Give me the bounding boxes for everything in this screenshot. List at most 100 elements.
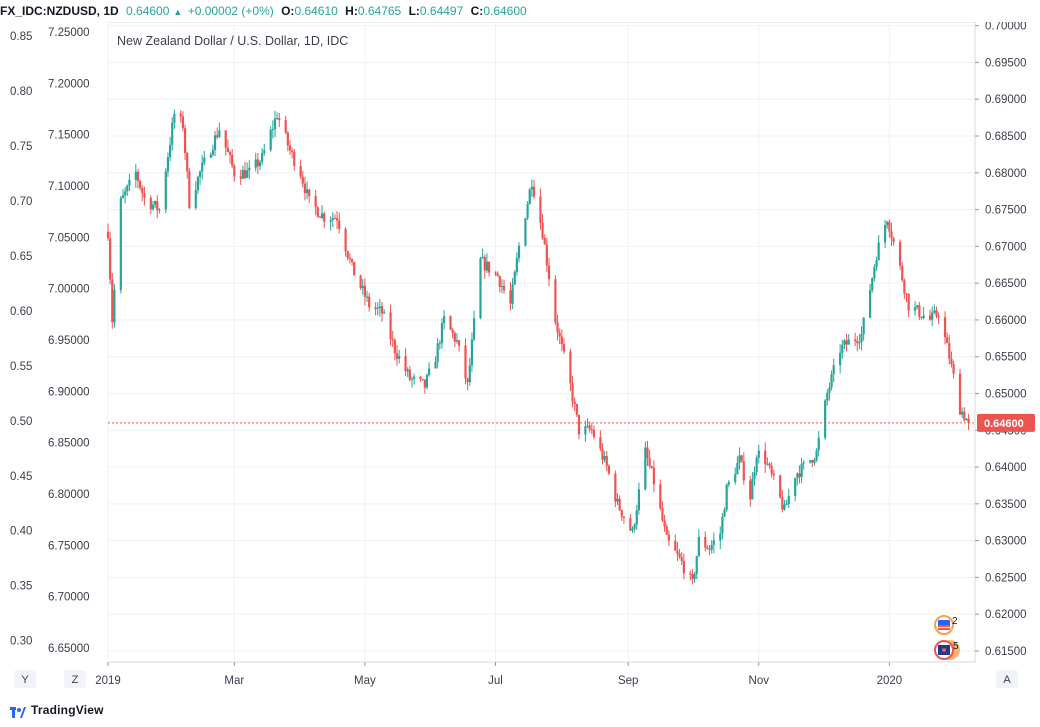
candles <box>106 109 970 585</box>
candle-body <box>203 157 206 163</box>
right-tick-label: 0.64000 <box>985 462 1027 474</box>
right-price-axis[interactable]: 0.70000 0.69500 0.69000 0.68500 0.68000 0.675… <box>975 22 1027 658</box>
price-change: +0.00002 (+0%) <box>187 4 274 18</box>
candle-body <box>877 242 880 261</box>
candle-body <box>847 339 850 345</box>
tradingview-brand[interactable]: TradingView <box>31 703 104 717</box>
candle-body <box>188 171 191 208</box>
candle-body <box>449 316 452 330</box>
candle-body <box>943 317 947 338</box>
right-tick-label: 0.66000 <box>985 315 1027 327</box>
symbol-header: FX_IDC:NZDUSD, 1D 0.64600 ▲ +0.00002 (+0%… <box>0 0 1040 22</box>
candle-body <box>734 474 737 483</box>
right-tick-label: 0.68000 <box>985 168 1027 180</box>
symbol-name[interactable]: FX_IDC:NZDUSD, 1D <box>0 4 119 18</box>
y-axis-button[interactable]: Y <box>14 670 36 688</box>
candle-body <box>451 329 454 334</box>
z-axis-button[interactable]: Z <box>64 670 86 688</box>
candle-body <box>562 344 566 352</box>
svg-text:A: A <box>1003 674 1011 686</box>
candle-body <box>749 480 752 500</box>
candle-body <box>301 176 304 184</box>
candle-body <box>697 536 700 557</box>
candle-body <box>901 265 904 281</box>
candle-body <box>428 368 431 375</box>
left-axis-2-tick-label: 7.05000 <box>48 232 90 244</box>
candle-body <box>398 355 401 359</box>
left-axis-1-tick-label: 0.35 <box>10 581 32 593</box>
economic-events[interactable]: 2 5 <box>934 615 960 660</box>
candle-body <box>755 457 758 473</box>
candle-body <box>457 340 461 346</box>
candle-body <box>770 465 773 474</box>
candle-body <box>913 307 917 311</box>
candle-body <box>419 376 422 380</box>
candle-body <box>764 450 767 465</box>
left-axis-1-tick-label: 0.45 <box>10 471 32 483</box>
tradingview-logo-icon[interactable] <box>10 705 26 719</box>
auto-scale-button[interactable]: A <box>996 670 1018 688</box>
open-value: 0.64610 <box>294 4 338 18</box>
candle-body <box>338 220 341 229</box>
candle-body <box>464 345 467 379</box>
candle-body <box>952 363 955 374</box>
footer: TradingView <box>0 697 1040 727</box>
candle-body <box>592 429 596 438</box>
candle-body <box>928 315 932 320</box>
candle-body <box>442 316 446 324</box>
candle-body <box>395 353 399 359</box>
candle-body <box>695 556 698 575</box>
candle-body <box>173 113 176 123</box>
candle-body <box>946 337 949 344</box>
candle-body <box>787 495 790 505</box>
candle-body <box>659 484 662 509</box>
candle-body <box>211 149 214 155</box>
candle-body <box>151 204 155 210</box>
left-axis-1-tick-label: 0.30 <box>10 636 32 648</box>
event-badge-count: 2 <box>952 616 958 627</box>
candle-body <box>800 463 803 478</box>
price-chart[interactable]: New Zealand Dollar / U.S. Dollar, 1D, ID… <box>0 22 1040 697</box>
candle-body <box>344 228 347 252</box>
candle-body <box>888 221 891 232</box>
candle-body <box>937 315 940 318</box>
candle-body <box>862 317 865 335</box>
candle-body <box>691 574 694 579</box>
candle-body <box>453 333 456 342</box>
candle-body <box>361 285 364 288</box>
candle-body <box>704 536 707 548</box>
left-axis-2[interactable]: 7.25000 7.20000 7.15000 7.10000 7.05000 7.000… <box>48 27 90 655</box>
candle-body <box>423 379 426 388</box>
candle-body <box>359 275 362 288</box>
candle-body <box>644 447 647 490</box>
candle-body <box>680 557 683 561</box>
right-tick-label: 0.68500 <box>985 131 1027 143</box>
candle-body <box>618 498 621 511</box>
candle-body <box>622 516 626 519</box>
candle-body <box>106 231 110 239</box>
candle-body <box>224 130 227 148</box>
candle-body <box>541 222 544 239</box>
candle-body <box>331 217 334 221</box>
left-axis-2-tick-label: 6.80000 <box>48 489 90 501</box>
candle-body <box>890 231 893 239</box>
left-axis-1[interactable]: 0.85 0.80 0.75 0.70 0.65 0.60 0.55 0.50 0.45 0.40… <box>10 31 32 648</box>
candle-body <box>111 279 114 323</box>
candle-body <box>166 157 170 172</box>
candle-body <box>916 305 919 308</box>
left-axis-1-tick-label: 0.70 <box>10 196 32 208</box>
candle-body <box>438 343 441 345</box>
event-marker-us[interactable]: 2 <box>934 615 958 635</box>
candle-body <box>886 221 889 226</box>
candle-body <box>126 185 129 192</box>
candle-body <box>772 473 775 476</box>
candle-body <box>213 135 217 150</box>
candle-body <box>958 373 962 415</box>
event-marker-nz[interactable]: 5 <box>934 640 960 660</box>
candle-body <box>248 167 251 171</box>
candle-body <box>378 306 381 308</box>
candle-body <box>233 165 236 177</box>
time-axis[interactable]: 2019 Mar May Jul Sep Nov 2020 <box>95 662 902 687</box>
svg-text:Y: Y <box>21 674 29 686</box>
candle-body <box>526 204 529 219</box>
